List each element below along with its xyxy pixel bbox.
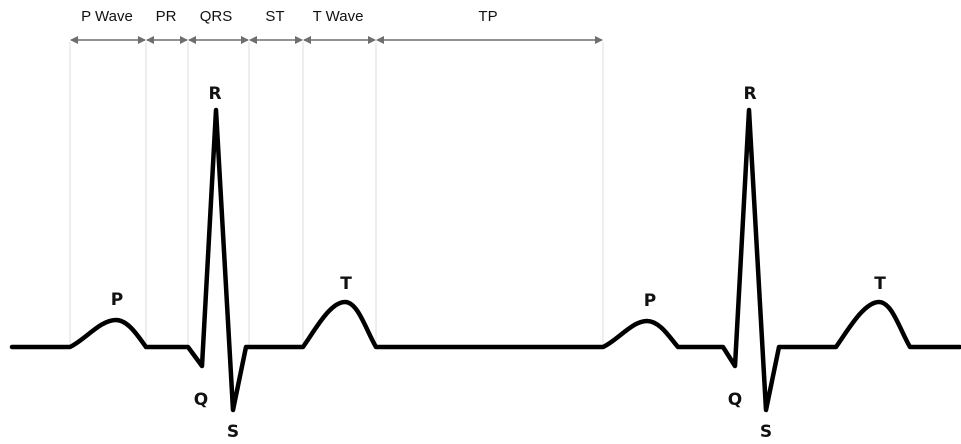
- r-wave-label: R: [743, 84, 756, 104]
- pr-segment-label: PR: [156, 8, 177, 25]
- p-wave-label: P: [111, 290, 123, 310]
- s-wave-label: S: [227, 422, 239, 442]
- s-wave-label: S: [760, 422, 772, 442]
- tp-segment-label: TP: [478, 8, 497, 25]
- p-wave-label: P: [644, 291, 656, 311]
- t-wave-label: T: [874, 274, 886, 294]
- q-wave-label: Q: [728, 390, 742, 410]
- t-wave-label: T: [340, 274, 352, 294]
- segment-boundaries: [69, 42, 604, 345]
- p-wave-segment-label: P Wave: [81, 8, 133, 25]
- qrs-segment-label: QRS: [200, 8, 233, 25]
- beat-2-wave-labels: P R Q S T: [644, 84, 886, 442]
- beat-1-wave-labels: P R Q S T: [111, 84, 352, 442]
- st-segment-label: ST: [265, 8, 284, 25]
- r-wave-label: R: [208, 84, 221, 104]
- segment-labels: P Wave PR QRS ST T Wave TP: [81, 8, 497, 25]
- t-wave-segment-label: T Wave: [313, 8, 364, 25]
- ecg-trace: [9, 107, 961, 413]
- q-wave-label: Q: [194, 390, 208, 410]
